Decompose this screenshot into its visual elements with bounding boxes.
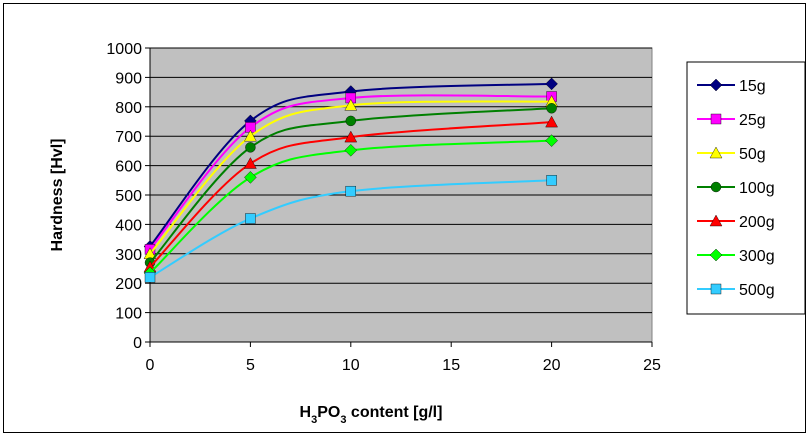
- legend-marker: [710, 113, 722, 125]
- x-tick-label: 5: [246, 357, 255, 374]
- data-point: [244, 171, 257, 184]
- data-point: [344, 98, 358, 111]
- series-50g: [143, 95, 558, 259]
- y-tick-label: 300: [115, 247, 142, 264]
- data-point: [244, 129, 257, 142]
- y-tick-label: 400: [115, 217, 142, 234]
- legend-item: 300g: [697, 248, 775, 265]
- legend-label: 50g: [739, 146, 766, 163]
- y-tick-label: 100: [115, 306, 142, 323]
- series-line: [149, 94, 552, 251]
- data-point: [244, 157, 257, 169]
- x-axis-title: H3PO3 content [g/l]: [300, 404, 443, 426]
- y-tick-label: 700: [115, 129, 142, 146]
- series-line: [149, 82, 552, 248]
- series-line: [149, 139, 552, 274]
- legend-item: 200g: [697, 214, 775, 231]
- legend-marker: [709, 214, 723, 227]
- legend-item: 50g: [697, 146, 766, 163]
- legend-marker: [709, 146, 723, 159]
- x-tick-label: 25: [643, 357, 661, 374]
- legend-label: 200g: [739, 214, 775, 231]
- data-point: [144, 272, 156, 283]
- y-tick-label: 900: [115, 70, 142, 87]
- y-axis-title: Hardness [Hvl]: [49, 139, 66, 252]
- legend-marker: [709, 78, 723, 92]
- y-tick-label: 1000: [106, 41, 142, 58]
- data-point: [345, 115, 356, 127]
- series-layer: [143, 77, 558, 283]
- data-point: [545, 134, 558, 147]
- legend-item: 100g: [697, 180, 775, 197]
- y-tick-label: 800: [115, 100, 142, 117]
- x-tick-label: 15: [442, 357, 460, 374]
- series-100g: [144, 103, 557, 268]
- legend: 15g 25g 50g 100g 200g 300g 500g: [686, 61, 806, 315]
- data-point: [546, 175, 557, 186]
- data-point: [344, 130, 358, 143]
- data-point: [546, 103, 557, 114]
- series-line: [149, 179, 552, 279]
- y-tick-label: 500: [115, 188, 142, 205]
- legend-label: 300g: [739, 248, 775, 265]
- data-point: [245, 142, 256, 153]
- legend-label: 100g: [739, 180, 775, 197]
- x-tick-label: 10: [342, 357, 360, 374]
- series-500g: [144, 175, 557, 283]
- series-line: [149, 107, 552, 264]
- legend-item: 15g: [697, 78, 766, 95]
- plot-area: [149, 47, 653, 343]
- legend-item: 500g: [697, 282, 775, 299]
- y-tick-label: 0: [133, 335, 142, 352]
- legend-item: 25g: [697, 112, 766, 129]
- legend-marker: [710, 283, 722, 295]
- legend-label: 500g: [739, 282, 775, 299]
- y-tick-label: 200: [115, 276, 142, 293]
- legend-marker: [710, 181, 722, 193]
- data-point: [344, 144, 358, 157]
- x-tick-label: 20: [543, 357, 561, 374]
- series-line: [149, 121, 552, 268]
- legend-label: 25g: [739, 112, 766, 129]
- legend-label: 15g: [739, 78, 766, 95]
- x-axis-ticks: 0 5 10 15 20 25: [146, 342, 661, 374]
- data-point: [245, 213, 256, 224]
- x-tick-label: 0: [146, 357, 155, 374]
- legend-marker: [709, 248, 723, 262]
- y-tick-label: 600: [115, 159, 142, 176]
- data-point: [545, 77, 558, 91]
- data-point: [345, 185, 356, 197]
- data-point: [545, 115, 558, 128]
- series-line: [149, 100, 552, 255]
- y-axis-ticks: 0 100 200 300 400 500 600 700 800 900 1000: [106, 41, 150, 352]
